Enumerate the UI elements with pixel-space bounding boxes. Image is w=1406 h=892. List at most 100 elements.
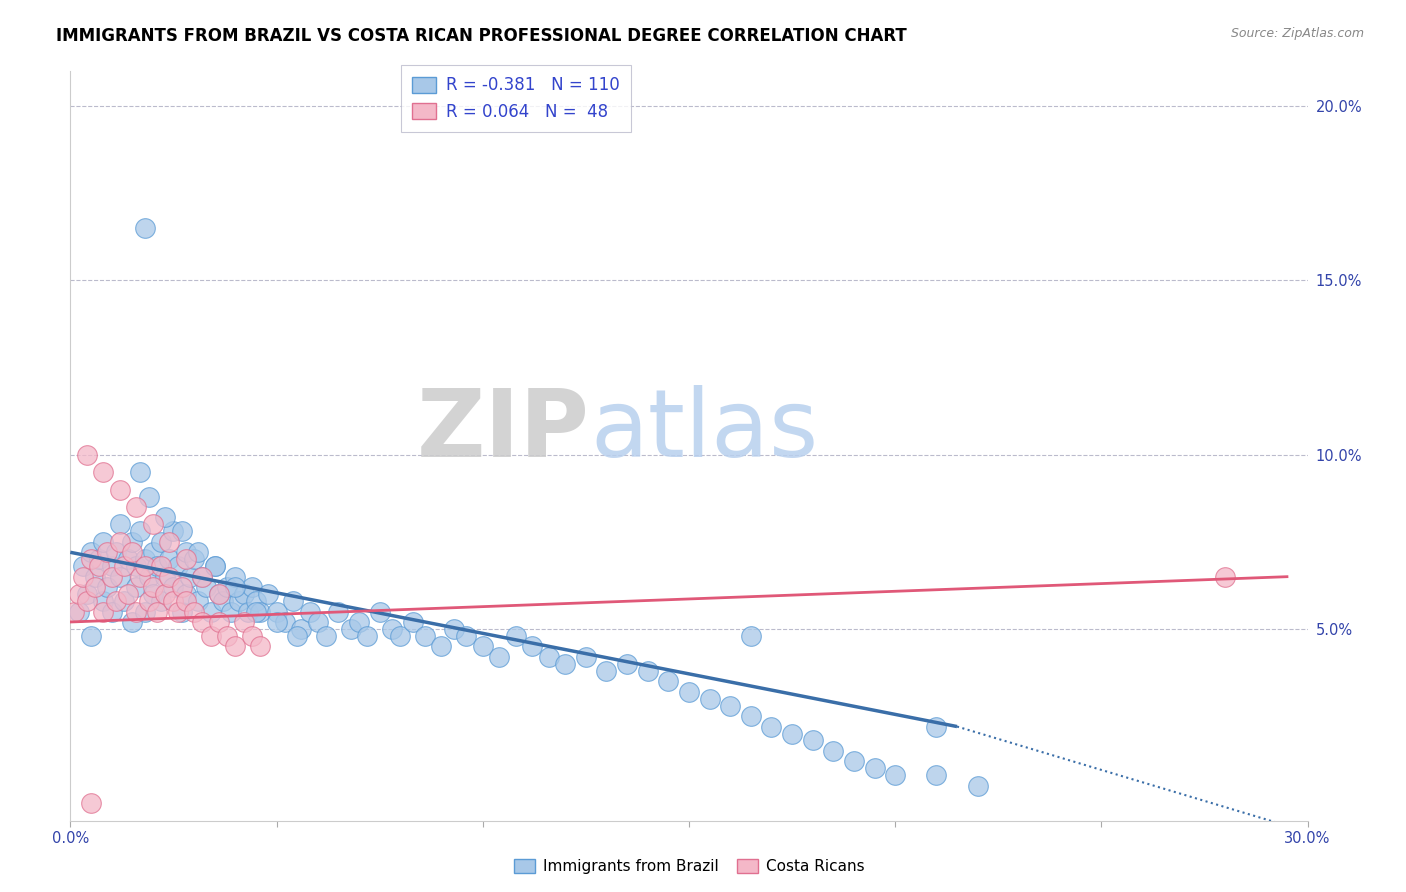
Point (96, 545, 118, 559)
Point (281, 594, 304, 608)
Point (1213, 570, 1236, 584)
Point (842, 755, 865, 769)
Point (356, 629, 378, 643)
Point (249, 605, 271, 619)
Point (224, 570, 246, 584)
Point (80, 545, 103, 559)
Point (174, 545, 197, 559)
Point (125, 605, 148, 619)
Point (125, 500, 148, 514)
Point (80, 552, 103, 566)
Point (522, 640, 544, 654)
Point (266, 615, 288, 629)
Point (761, 720, 783, 734)
Point (208, 587, 231, 601)
Point (72, 570, 94, 584)
Point (80, 796, 103, 810)
Point (138, 490, 160, 504)
Point (637, 664, 659, 678)
Point (307, 615, 329, 629)
Point (575, 649, 598, 664)
Point (328, 605, 350, 619)
Point (108, 483, 131, 497)
Point (125, 580, 148, 594)
Point (138, 594, 160, 608)
Point (191, 570, 214, 584)
Point (456, 629, 478, 643)
Point (162, 524, 184, 539)
Point (138, 570, 160, 584)
Point (89, 552, 111, 566)
Point (134, 605, 156, 619)
Point (595, 664, 617, 678)
Point (91, 534, 114, 549)
Point (200, 629, 222, 643)
Point (925, 768, 948, 782)
Point (121, 615, 143, 629)
Point (215, 629, 238, 643)
Point (224, 640, 246, 654)
Point (200, 605, 222, 619)
Point (925, 720, 948, 734)
Point (232, 587, 254, 601)
Point (134, 552, 156, 566)
Point (108, 534, 131, 549)
Point (191, 615, 214, 629)
Point (266, 605, 288, 619)
Point (208, 615, 231, 629)
Point (554, 657, 576, 671)
Point (290, 622, 312, 636)
Point (215, 580, 238, 594)
Text: ZIP: ZIP (418, 385, 591, 477)
Point (146, 605, 169, 619)
Point (204, 559, 226, 574)
Legend: Immigrants from Brazil, Costa Ricans: Immigrants from Brazil, Costa Ricans (508, 853, 870, 880)
Text: Source: ZipAtlas.com: Source: ZipAtlas.com (1230, 27, 1364, 40)
Point (801, 733, 824, 747)
Point (170, 524, 193, 539)
Point (224, 580, 246, 594)
Point (162, 594, 184, 608)
Point (195, 580, 218, 594)
Point (236, 605, 259, 619)
Point (257, 587, 280, 601)
Point (232, 615, 254, 629)
Point (150, 534, 173, 549)
Point (142, 587, 165, 601)
Point (72, 559, 94, 574)
Point (191, 570, 214, 584)
Point (347, 615, 370, 629)
Point (966, 779, 988, 793)
Point (76, 594, 98, 608)
Point (157, 552, 180, 566)
Point (187, 545, 209, 559)
Point (863, 761, 886, 775)
Point (174, 552, 197, 566)
Point (76, 448, 98, 462)
Point (780, 726, 803, 740)
Point (67, 605, 90, 619)
Point (162, 580, 184, 594)
Point (108, 570, 131, 584)
Point (153, 570, 176, 584)
Point (104, 594, 127, 608)
Point (212, 594, 235, 608)
Point (134, 221, 156, 235)
Point (129, 570, 152, 584)
Point (170, 605, 193, 619)
Point (413, 629, 436, 643)
Point (166, 559, 188, 574)
Point (740, 629, 762, 643)
Point (153, 587, 176, 601)
Point (616, 657, 638, 671)
Point (430, 640, 453, 654)
Point (84, 580, 107, 594)
Point (183, 552, 205, 566)
Point (471, 640, 494, 654)
Point (699, 691, 721, 706)
Point (228, 594, 250, 608)
Point (389, 629, 412, 643)
Point (208, 587, 231, 601)
Point (823, 744, 845, 758)
Point (488, 649, 510, 664)
